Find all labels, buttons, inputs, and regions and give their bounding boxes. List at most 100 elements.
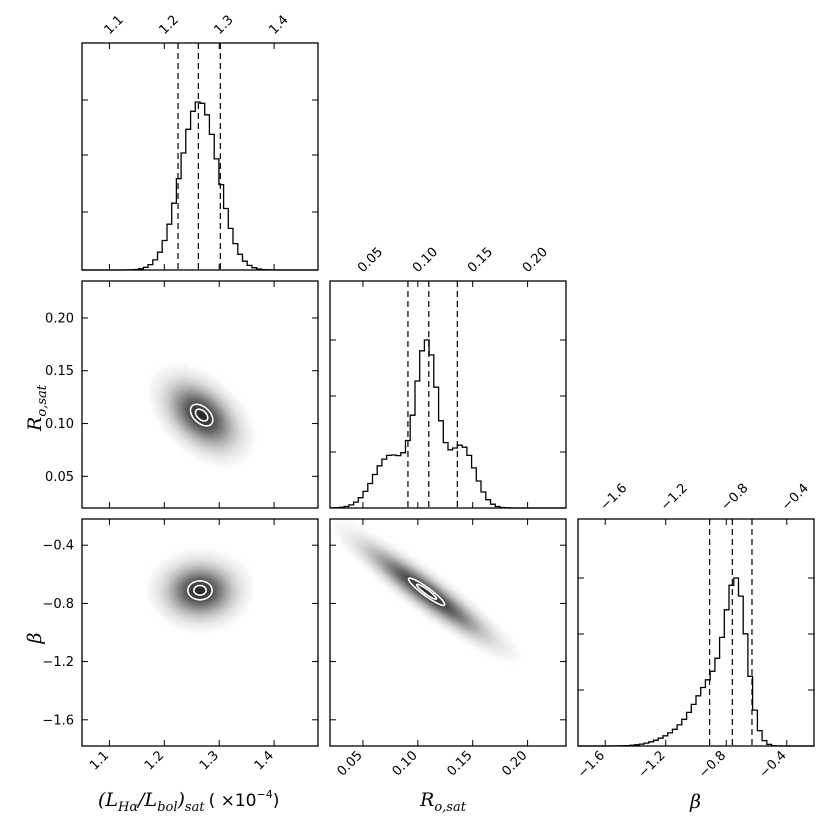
density-cell [404,564,410,569]
density-cell [436,609,441,615]
density-cell [207,613,213,618]
density-cell [188,386,193,392]
density-cell [231,409,236,415]
density-cell [444,583,449,588]
density-cell [227,447,233,452]
density-cell [444,624,449,630]
density-cell [467,598,473,603]
density-cell [168,394,174,399]
y-tick-label-ro: 0.20 [45,312,74,327]
density-cell [243,571,248,577]
density-cell [381,579,386,584]
density-cell [227,405,233,411]
density-cell [156,571,162,577]
density-cell [164,413,170,418]
density-cell [353,549,359,554]
density-cell [211,417,217,422]
density-cell [471,643,477,649]
density-cell [184,417,189,422]
density-cell [184,613,189,618]
density-cell [148,383,154,388]
density-cell [215,417,221,422]
density-cell [373,571,378,577]
density-cell [203,386,209,392]
density-cell [432,598,437,603]
density-cell [196,371,201,377]
density-cell [389,564,394,569]
density-cell [203,455,209,460]
density-cell [377,541,382,547]
density-cell [176,417,181,422]
density-cell [239,598,244,603]
density-cell [160,564,166,569]
density-cell [235,602,240,607]
density-cell [188,560,193,565]
density-cell [180,587,185,592]
top-tick-label-beta: −0.8 [719,481,752,514]
density-cell [231,571,236,577]
density-cell [160,560,166,565]
density-cell [416,564,422,569]
density-cell [196,417,201,422]
density-cell [448,602,453,607]
density-cell [428,590,433,596]
density-cell [239,564,244,569]
density-cell [231,609,236,615]
density-cell [148,394,154,399]
density-cell [203,624,209,630]
density-cell [192,428,197,433]
density-cell [451,606,457,611]
density-cell [463,609,469,615]
density-cell [389,571,394,577]
density-cell [223,455,229,460]
density-cell [156,564,162,569]
density-cell [211,424,217,430]
density-cell [475,609,481,615]
density-cell [361,534,366,539]
density-cell [184,556,189,562]
density-cell [420,564,425,569]
density-cell [223,436,229,441]
density-cell [200,424,205,430]
density-cell [349,526,355,531]
density-cell [510,658,516,664]
density-cell [432,606,437,611]
density-cell [357,549,363,554]
density-cell [479,632,484,637]
density-cell [215,398,221,403]
density-cell [471,624,477,630]
density-cell [203,402,209,407]
density-cell [440,575,445,581]
density-cell [168,383,174,388]
density-cell [203,371,209,377]
density-cell [455,598,461,603]
density-cell [148,583,154,588]
density-cell [200,428,205,433]
density-cell [180,583,185,588]
density-cell [487,643,492,649]
density-cell [463,621,469,626]
density-cell [215,413,221,418]
density-cell [188,394,193,399]
density-cell [172,602,177,607]
density-cell [180,609,185,615]
density-cell [188,436,193,441]
density-cell [459,606,465,611]
density-cell [392,583,398,588]
density-cell [416,606,422,611]
density-cell [440,613,445,618]
density-cell [408,602,414,607]
density-cell [172,436,177,441]
density-cell [219,594,225,600]
density-cell [404,553,410,558]
density-cell [243,598,248,603]
density-cell [341,541,347,547]
contour-beta-lha-1 [192,584,208,596]
density-cell [215,609,221,615]
density-cell [455,628,461,634]
density-cell [160,405,166,411]
density-cell [211,549,217,554]
density-cell [400,575,406,581]
density-cell [243,417,248,422]
density-cell [160,390,166,396]
